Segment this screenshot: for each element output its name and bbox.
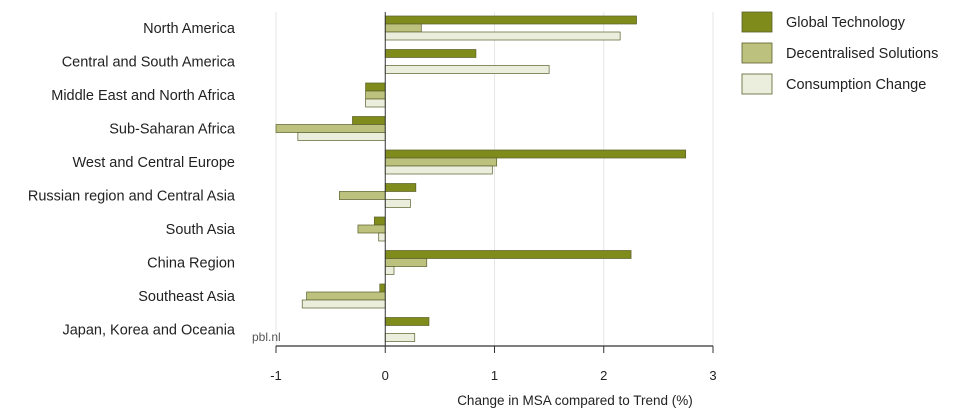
region-label-north-america: North America (143, 21, 236, 37)
bar-global-technology-central-and-south-america (384, 49, 477, 58)
bar-global-technology-china-region (384, 250, 632, 259)
region-label-sub-saharan-africa: Sub-Saharan Africa (109, 122, 236, 138)
bar-consumption-change-sub-saharan-africa (297, 132, 386, 141)
region-label-russian-region-and-central-asia: Russian region and Central Asia (28, 189, 236, 205)
region-label-japan-korea-and-oceania: Japan, Korea and Oceania (62, 323, 235, 339)
region-labels: North America Central and South America Mi… (28, 21, 236, 339)
source-label: pbl.nl (252, 330, 281, 344)
legend-swatch-decentralised-solutions (741, 42, 773, 64)
x-tick-label: 1 (491, 368, 498, 383)
legend-swatch-consumption-change (741, 73, 773, 95)
bar-consumption-change-south-asia (378, 232, 386, 242)
legend-label-decentralised-solutions: Decentralised Solutions (786, 46, 938, 62)
bars (275, 15, 687, 342)
bar-decentralised-solutions-russian-region-and-central-asia (339, 191, 386, 200)
x-axis: -1 0 1 2 3 (270, 12, 717, 383)
bar-decentralised-solutions-south-asia (357, 224, 386, 234)
region-label-west-and-central-europe: West and Central Europe (72, 155, 235, 171)
bar-decentralised-solutions-southeast-asia (306, 291, 386, 301)
bar-decentralised-solutions-sub-saharan-africa (275, 124, 386, 133)
bar-global-technology-west-and-central-europe (384, 149, 687, 159)
bar-decentralised-solutions-west-and-central-europe (384, 157, 498, 167)
region-label-central-and-south-america: Central and South America (62, 55, 236, 71)
bar-global-technology-south-asia (373, 216, 386, 226)
x-tick-label: 2 (600, 368, 607, 383)
bar-global-technology-southeast-asia (379, 283, 386, 293)
region-label-south-asia: South Asia (166, 222, 236, 238)
bar-decentralised-solutions-china-region (384, 258, 428, 267)
legend-label-consumption-change: Consumption Change (786, 77, 926, 93)
bar-consumption-change-central-and-south-america (384, 65, 550, 74)
bar-global-technology-russian-region-and-central-asia (384, 183, 417, 192)
bar-consumption-change-russian-region-and-central-asia (384, 199, 411, 208)
legend-label-global-technology: Global Technology (786, 15, 906, 31)
bar-consumption-change-china-region (384, 266, 395, 275)
bar-decentralised-solutions-north-america (384, 23, 422, 33)
region-label-southeast-asia: Southeast Asia (138, 289, 236, 305)
region-label-china-region: China Region (147, 256, 235, 272)
x-tick-label: -1 (270, 368, 282, 383)
x-tick-label: 3 (709, 368, 716, 383)
legend: Global Technology Decentralised Solutions… (741, 11, 938, 95)
bar-global-technology-japan-korea-and-oceania (384, 317, 430, 326)
bar-global-technology-sub-saharan-africa (352, 116, 386, 125)
bar-consumption-change-southeast-asia (301, 299, 386, 309)
bar-consumption-change-west-and-central-europe (384, 165, 493, 175)
x-axis-title: Change in MSA compared to Trend (%) (457, 393, 693, 408)
bar-decentralised-solutions-middle-east-and-north-africa (365, 90, 386, 100)
bar-consumption-change-north-america (384, 31, 621, 41)
legend-swatch-global-technology (741, 11, 773, 33)
bar-global-technology-middle-east-and-north-africa (365, 82, 386, 92)
bar-consumption-change-japan-korea-and-oceania (384, 333, 416, 342)
bar-global-technology-north-america (384, 15, 637, 25)
bar-consumption-change-middle-east-and-north-africa (365, 98, 386, 108)
x-tick-label: 0 (382, 368, 389, 383)
region-label-middle-east-and-north-africa: Middle East and North Africa (51, 88, 236, 104)
